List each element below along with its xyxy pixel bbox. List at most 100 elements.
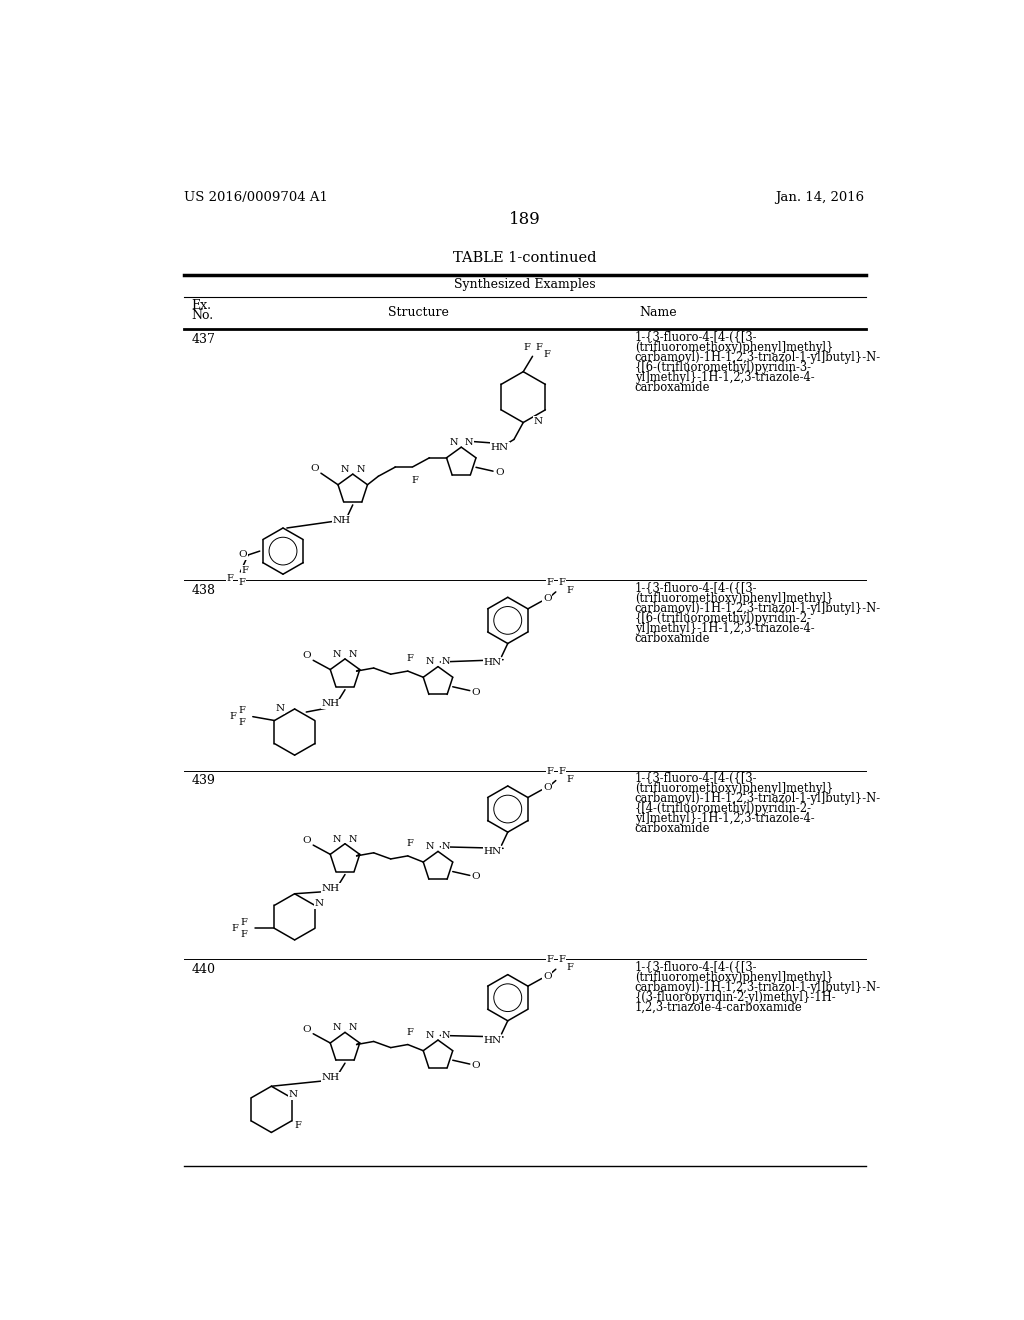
Text: F: F [543,350,550,359]
Text: F: F [239,578,246,587]
Text: O: O [543,594,552,603]
Text: 437: 437 [191,333,215,346]
Text: Name: Name [640,306,677,319]
Text: 189: 189 [509,211,541,228]
Text: (trifluoromethoxy)phenyl]methyl}: (trifluoromethoxy)phenyl]methyl} [635,341,834,354]
Text: carboxamide: carboxamide [635,822,711,836]
Text: F: F [226,574,233,582]
Text: F: F [229,713,237,721]
Text: O: O [239,550,247,560]
Text: F: F [242,566,249,574]
Text: NH: NH [332,516,350,525]
Text: 1,2,3-triazole-4-carboxamide: 1,2,3-triazole-4-carboxamide [635,1001,803,1014]
Text: {(3-fluoropyridin-2-yl)methyl}-1H-: {(3-fluoropyridin-2-yl)methyl}-1H- [635,991,837,1003]
Text: 1-{3-fluoro-4-[4-({[3-: 1-{3-fluoro-4-[4-({[3- [635,582,758,595]
Text: (trifluoromethoxy)phenyl]methyl}: (trifluoromethoxy)phenyl]methyl} [635,591,834,605]
Text: Ex.: Ex. [191,300,212,313]
Text: Synthesized Examples: Synthesized Examples [454,277,596,290]
Text: yl]methyl}-1H-1,2,3-triazole-4-: yl]methyl}-1H-1,2,3-triazole-4- [635,371,814,384]
Text: N: N [333,1023,341,1032]
Text: Jan. 14, 2016: Jan. 14, 2016 [775,191,864,203]
Text: F: F [536,343,542,351]
Text: 438: 438 [191,585,215,597]
Text: N: N [534,417,542,426]
Text: carbamoyl)-1H-1,2,3-triazol-1-yl]butyl}-N-: carbamoyl)-1H-1,2,3-triazol-1-yl]butyl}-… [635,602,881,615]
Text: O: O [472,1061,480,1071]
Text: NH: NH [322,700,340,708]
Text: F: F [412,477,418,486]
Text: HN: HN [483,659,502,667]
Text: F: F [558,578,565,587]
Text: HN: HN [483,1036,502,1044]
Text: O: O [303,651,311,660]
Text: N: N [333,834,341,843]
Text: carbamoyl)-1H-1,2,3-triazol-1-yl]butyl}-N-: carbamoyl)-1H-1,2,3-triazol-1-yl]butyl}-… [635,981,881,994]
Text: N: N [441,842,450,851]
Text: N: N [289,1090,298,1100]
Text: O: O [303,1024,311,1034]
Text: N: N [426,657,434,667]
Text: N: N [348,1023,357,1032]
Text: F: F [546,956,553,965]
Text: 439: 439 [191,775,215,788]
Text: F: F [566,964,573,972]
Text: 1-{3-fluoro-4-[4-({[3-: 1-{3-fluoro-4-[4-({[3- [635,961,758,974]
Text: N: N [356,465,365,474]
Text: F: F [241,917,248,927]
Text: N: N [341,465,349,474]
Text: F: F [407,655,414,663]
Text: Structure: Structure [388,306,449,319]
Text: F: F [558,767,565,776]
Text: N: N [465,438,473,447]
Text: F: F [239,718,246,727]
Text: O: O [472,688,480,697]
Text: carboxamide: carboxamide [635,632,711,645]
Text: O: O [310,465,319,473]
Text: F: F [407,840,414,847]
Text: 1-{3-fluoro-4-[4-({[3-: 1-{3-fluoro-4-[4-({[3- [635,772,758,785]
Text: O: O [303,836,311,845]
Text: N: N [333,649,341,659]
Text: F: F [241,931,248,939]
Text: F: F [239,706,246,715]
Text: 440: 440 [191,964,215,975]
Text: carbamoyl)-1H-1,2,3-triazol-1-yl]butyl}-N-: carbamoyl)-1H-1,2,3-triazol-1-yl]butyl}-… [635,792,881,805]
Text: carboxamide: carboxamide [635,381,711,393]
Text: F: F [294,1121,301,1130]
Text: NH: NH [322,884,340,892]
Text: NH: NH [322,1073,340,1081]
Text: F: F [558,956,565,965]
Text: yl]methyl}-1H-1,2,3-triazole-4-: yl]methyl}-1H-1,2,3-triazole-4- [635,812,814,825]
Text: F: F [231,924,239,933]
Text: TABLE 1-continued: TABLE 1-continued [453,251,597,265]
Text: carbamoyl)-1H-1,2,3-triazol-1-yl]butyl}-N-: carbamoyl)-1H-1,2,3-triazol-1-yl]butyl}-… [635,351,881,364]
Text: O: O [472,873,480,882]
Text: N: N [275,705,285,714]
Text: HN: HN [490,442,509,451]
Text: yl]methyl}-1H-1,2,3-triazole-4-: yl]methyl}-1H-1,2,3-triazole-4- [635,622,814,635]
Text: N: N [441,657,450,667]
Text: HN: HN [483,847,502,855]
Text: {[6-(trifluoromethyl)pyridin-3-: {[6-(trifluoromethyl)pyridin-3- [635,360,812,374]
Text: O: O [543,972,552,981]
Text: N: N [450,438,458,447]
Text: {[6-(trifluoromethyl)pyridin-2-: {[6-(trifluoromethyl)pyridin-2- [635,612,812,624]
Text: 1-{3-fluoro-4-[4-({[3-: 1-{3-fluoro-4-[4-({[3- [635,331,758,345]
Text: F: F [566,586,573,595]
Text: N: N [426,1031,434,1040]
Text: {[4-(trifluoromethyl)pyridin-2-: {[4-(trifluoromethyl)pyridin-2- [635,803,812,816]
Text: O: O [495,469,504,478]
Text: F: F [523,343,529,351]
Text: (trifluoromethoxy)phenyl]methyl}: (trifluoromethoxy)phenyl]methyl} [635,970,834,983]
Text: F: F [407,1028,414,1036]
Text: N: N [348,649,357,659]
Text: No.: No. [191,309,214,322]
Text: F: F [546,578,553,587]
Text: (trifluoromethoxy)phenyl]methyl}: (trifluoromethoxy)phenyl]methyl} [635,783,834,795]
Text: O: O [543,783,552,792]
Text: N: N [426,842,434,851]
Text: N: N [348,834,357,843]
Text: N: N [314,899,324,908]
Text: N: N [441,1031,450,1040]
Text: F: F [546,767,553,776]
